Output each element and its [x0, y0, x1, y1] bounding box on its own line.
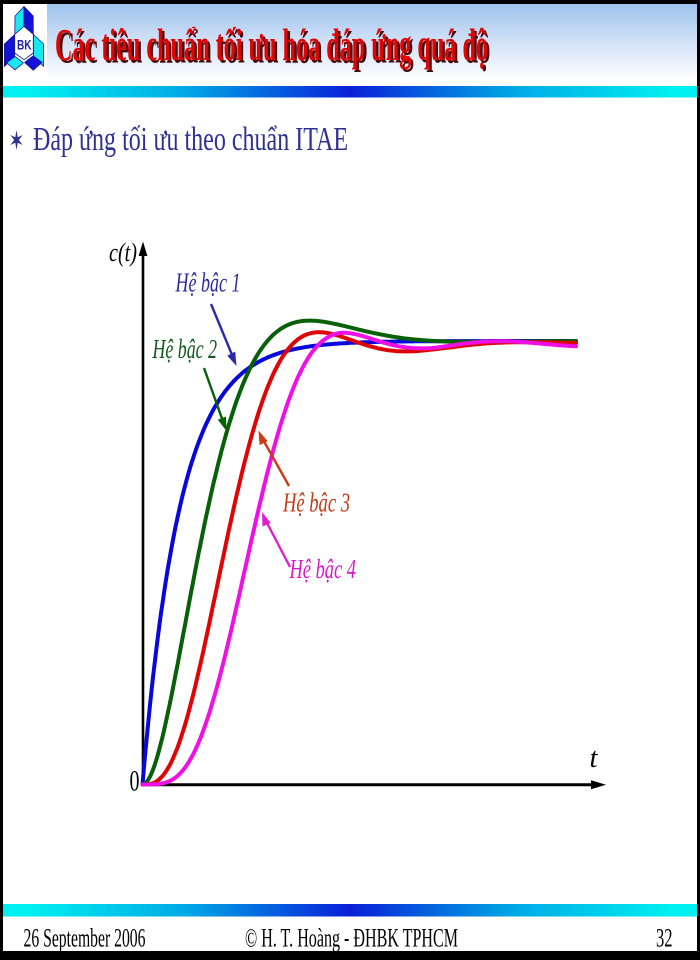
svg-text:0: 0: [130, 765, 140, 798]
svg-text:t: t: [590, 743, 599, 774]
svg-text:© H. T. Hoàng - ĐHBK TPHCM: © H. T. Hoàng - ĐHBK TPHCM: [245, 924, 458, 953]
svg-text:Hệ bậc 2: Hệ bậc 2: [152, 334, 217, 364]
svg-text:Các tiêu chuẩn tối ưu hóa đáp: Các tiêu chuẩn tối ưu hóa đáp ứng quá độ: [55, 19, 488, 70]
svg-text:Hệ bậc 3: Hệ bậc 3: [282, 488, 350, 518]
svg-text:Các tiêu chuẩn tối ưu hóa đáp: Các tiêu chuẩn tối ưu hóa đáp ứng quá độ: [57, 21, 490, 72]
svg-text:Hệ bậc 4: Hệ bậc 4: [289, 554, 356, 584]
svg-text:26 September 2006: 26 September 2006: [24, 924, 146, 953]
svg-text:Hệ bậc 1: Hệ bậc 1: [175, 268, 241, 298]
svg-text:32: 32: [656, 924, 673, 953]
svg-text:c(t): c(t): [109, 238, 137, 267]
svg-text:BK: BK: [17, 37, 32, 53]
svg-text:Đáp ứng tối ưu theo chuẩn ITAE: Đáp ứng tối ưu theo chuẩn ITAE: [33, 121, 348, 158]
